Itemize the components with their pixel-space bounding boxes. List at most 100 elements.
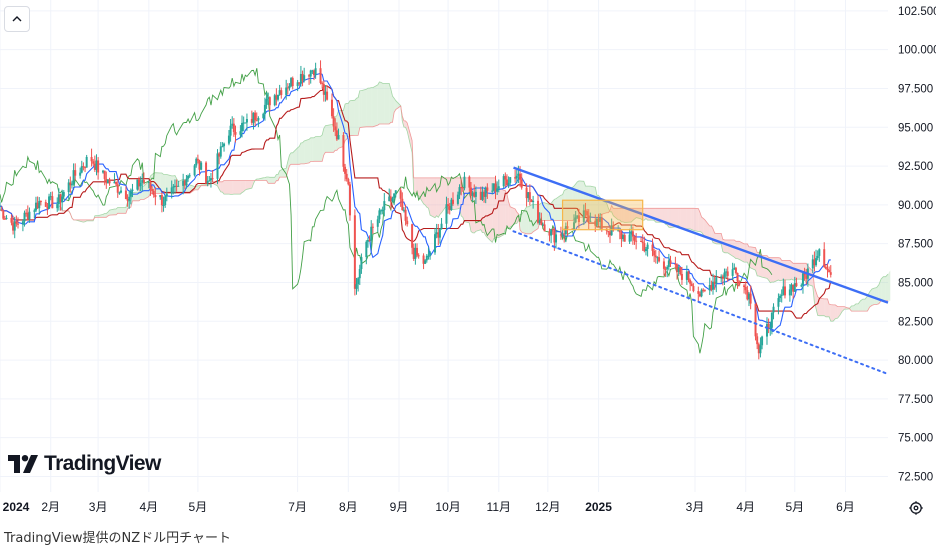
chart-grid: [0, 0, 888, 492]
candle-body: [826, 269, 828, 270]
candle-body: [624, 235, 626, 242]
candle-body: [463, 177, 465, 189]
candle-body: [416, 248, 418, 255]
cloud-segment: [453, 178, 458, 210]
cloud-segment: [874, 288, 876, 305]
candle-body: [280, 90, 282, 95]
candle-body: [441, 224, 443, 229]
cloud-segment: [888, 270, 890, 300]
candle-body: [745, 287, 747, 290]
cloud-segment: [553, 199, 555, 220]
candle-body: [818, 249, 820, 256]
candle-body: [652, 245, 654, 251]
price-axis[interactable]: 102.500100.00097.50095.00092.50090.00087…: [898, 6, 936, 484]
candle-body: [1, 210, 3, 211]
candle-body: [405, 210, 407, 221]
cloud-segment: [121, 207, 126, 213]
collapse-button[interactable]: [4, 6, 30, 32]
candle-body: [117, 184, 119, 192]
candle-body: [817, 256, 819, 258]
candle-body: [689, 280, 691, 284]
cloud-segment: [530, 205, 532, 234]
candle-body: [529, 192, 531, 200]
candle-body: [45, 202, 47, 207]
candle-body: [320, 68, 322, 83]
cloud-segment: [325, 125, 327, 152]
cloud-segment: [276, 175, 278, 181]
cloud-segment: [371, 88, 373, 127]
price-axis-label: 95.000: [898, 122, 933, 134]
cloud-segment: [370, 88, 372, 127]
candle-body: [63, 192, 65, 196]
cloud-segment: [835, 305, 837, 319]
price-axis-label: 75.000: [898, 433, 933, 445]
cloud-segment: [327, 125, 332, 153]
cloud-segment: [819, 298, 824, 316]
candle-body: [773, 307, 775, 313]
candle-body: [439, 229, 441, 237]
cloud-segment: [316, 136, 321, 161]
candle-body: [800, 285, 802, 286]
candle-body: [532, 201, 534, 202]
candle-body: [292, 78, 294, 86]
cloud-segment: [321, 135, 323, 161]
cloud-segment: [710, 226, 712, 238]
cloud-segment: [164, 174, 166, 193]
candle-body: [197, 159, 199, 161]
candle-body: [815, 258, 817, 265]
kijun-line: [0, 86, 831, 318]
candle-body: [429, 252, 431, 255]
candle-body: [264, 105, 266, 114]
price-axis-label: 80.000: [898, 355, 933, 367]
candle-body: [185, 179, 187, 186]
time-axis-label: 4月: [736, 500, 755, 514]
time-axis-label: 7月: [288, 500, 307, 514]
price-axis-label: 87.500: [898, 239, 933, 251]
price-chart[interactable]: 102.500100.00097.50095.00092.50090.00087…: [0, 0, 936, 524]
highlight-box: [563, 200, 643, 229]
price-axis-label: 100.000: [898, 45, 936, 57]
time-axis-label: 3月: [89, 500, 108, 514]
candle-body: [681, 274, 683, 280]
candle-body: [629, 235, 631, 242]
time-axis-label: 6月: [836, 500, 855, 514]
axis-settings-button[interactable]: [906, 498, 926, 518]
candle-body: [634, 237, 636, 241]
candle-body: [239, 131, 241, 135]
candle-body: [51, 196, 53, 208]
price-axis-label: 82.500: [898, 316, 933, 328]
candle-body: [234, 132, 236, 135]
candle-body: [607, 231, 609, 232]
candle-body: [262, 114, 264, 118]
candle-body: [691, 284, 693, 286]
time-axis-label: 4月: [139, 500, 158, 514]
cloud-segment: [733, 240, 735, 257]
candle-body: [194, 165, 196, 175]
time-axis-label: 2月: [41, 500, 60, 514]
cloud-segment: [430, 178, 435, 218]
candle-body: [784, 286, 786, 295]
candle-body: [118, 193, 120, 194]
cloud-segment: [692, 208, 694, 230]
candle-body: [212, 178, 214, 179]
candle-body: [378, 210, 380, 219]
candle-body: [635, 241, 637, 242]
candle-body: [496, 188, 498, 191]
candle-body: [663, 261, 665, 268]
candle-body: [91, 157, 93, 161]
candle-body: [544, 224, 546, 231]
cloud-segment: [231, 180, 233, 194]
cloud-segment: [383, 83, 385, 124]
candle-body: [723, 273, 725, 277]
candle-body: [658, 257, 660, 261]
candle-body: [153, 191, 155, 195]
candle-body: [205, 163, 207, 184]
candle-body: [131, 190, 133, 191]
candle-body: [120, 191, 122, 193]
cloud-segment: [690, 208, 692, 229]
candle-body: [468, 177, 470, 188]
candle-body: [40, 201, 42, 202]
candle-body: [395, 190, 397, 193]
candle-body: [411, 224, 413, 248]
